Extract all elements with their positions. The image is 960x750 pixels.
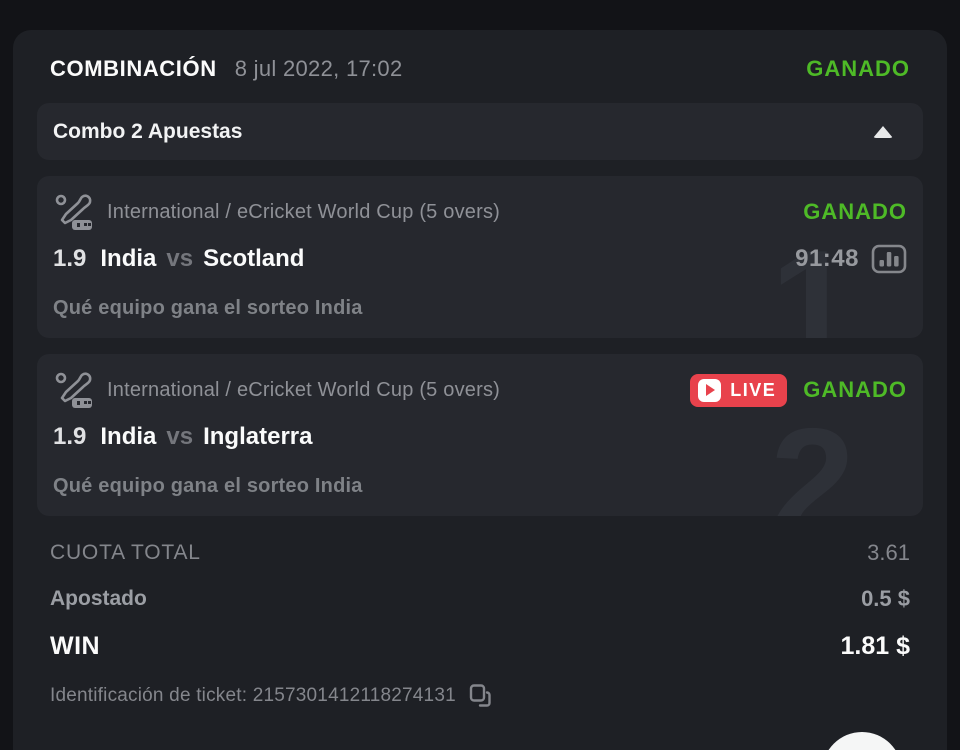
- league-label: International / eCricket World Cup (5 ov…: [107, 378, 501, 401]
- home-team: India: [100, 245, 157, 272]
- home-team: India: [100, 423, 157, 450]
- market-label: Qué equipo gana el sorteo India: [53, 475, 363, 497]
- total-odds-value: 3.61: [867, 540, 910, 565]
- stake-value: 0.5 $: [861, 586, 910, 611]
- combo-collapse-bar[interactable]: Combo 2 Apuestas: [37, 103, 923, 160]
- win-value: 1.81 $: [840, 632, 910, 660]
- ticket-header: COMBINACIÓN 8 jul 2022, 17:02 GANADO: [37, 30, 923, 103]
- bet-item-1[interactable]: 1 International / eCricket World Cup (5 …: [37, 176, 923, 338]
- stake-label: Apostado: [50, 587, 147, 610]
- ticket-type-label: COMBINACIÓN: [50, 55, 217, 81]
- bet-odds: 1.9: [53, 423, 87, 450]
- league-label: International / eCricket World Cup (5 ov…: [107, 200, 501, 223]
- live-label: LIVE: [730, 379, 777, 400]
- ecricket-icon: [53, 193, 95, 231]
- bet-status-badge: GANADO: [803, 199, 907, 224]
- ticket-summary: CUOTA TOTAL 3.61 Apostado 0.5 $ WIN 1.81…: [37, 540, 923, 709]
- vs-label: vs: [166, 245, 194, 272]
- bet-status-badge: GANADO: [803, 377, 907, 402]
- away-team: Inglaterra: [203, 423, 313, 450]
- copy-icon[interactable]: [468, 683, 492, 709]
- match-score: 91:48: [795, 245, 859, 272]
- bet-ticket-card: COMBINACIÓN 8 jul 2022, 17:02 GANADO Com…: [13, 30, 947, 750]
- total-odds-label: CUOTA TOTAL: [50, 541, 201, 564]
- ticket-datetime: 8 jul 2022, 17:02: [234, 55, 403, 81]
- combo-label: Combo 2 Apuestas: [53, 119, 243, 143]
- live-badge: LIVE: [690, 373, 788, 407]
- bet-item-2[interactable]: 2 International / eCricket World Cup (5 …: [37, 354, 923, 516]
- floating-action-button[interactable]: [822, 732, 902, 750]
- away-team: Scotland: [203, 245, 305, 272]
- vs-label: vs: [166, 423, 194, 450]
- bet-odds: 1.9: [53, 245, 87, 272]
- ticket-id: Identificación de ticket: 21573014121182…: [50, 685, 456, 706]
- chevron-up-icon[interactable]: [873, 125, 893, 138]
- ecricket-icon: [53, 371, 95, 409]
- bar-chart-icon[interactable]: [871, 244, 907, 274]
- play-icon: [698, 378, 722, 402]
- market-label: Qué equipo gana el sorteo India: [53, 297, 363, 319]
- ticket-status-badge: GANADO: [806, 55, 910, 81]
- win-label: WIN: [50, 632, 101, 660]
